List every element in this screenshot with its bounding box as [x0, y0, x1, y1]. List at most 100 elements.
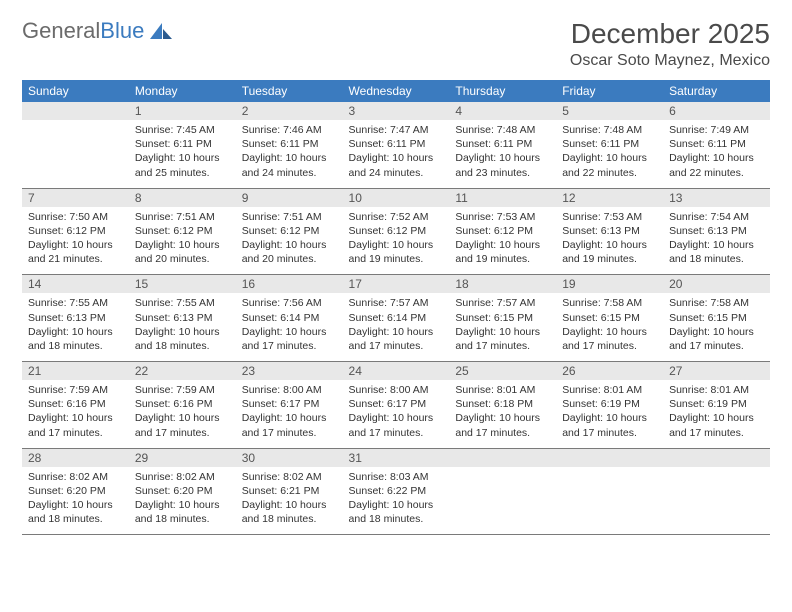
sunset-text: Sunset: 6:17 PM	[349, 397, 444, 411]
sunrise-text: Sunrise: 7:47 AM	[349, 123, 444, 137]
weekday-header: Thursday	[449, 80, 556, 102]
daylight-text: Daylight: 10 hours and 17 minutes.	[455, 411, 550, 439]
sunset-text: Sunset: 6:17 PM	[242, 397, 337, 411]
daylight-text: Daylight: 10 hours and 20 minutes.	[242, 238, 337, 266]
calendar-table: Sunday Monday Tuesday Wednesday Thursday…	[22, 80, 770, 535]
sunrise-text: Sunrise: 7:46 AM	[242, 123, 337, 137]
calendar-cell: 26Sunrise: 8:01 AMSunset: 6:19 PMDayligh…	[556, 362, 663, 449]
day-number: 6	[663, 102, 770, 120]
day-content: Sunrise: 7:58 AMSunset: 6:15 PMDaylight:…	[663, 293, 770, 361]
daylight-text: Daylight: 10 hours and 17 minutes.	[349, 411, 444, 439]
sunset-text: Sunset: 6:15 PM	[669, 311, 764, 325]
sunset-text: Sunset: 6:20 PM	[135, 484, 230, 498]
day-content-empty	[22, 120, 129, 178]
sunrise-text: Sunrise: 8:00 AM	[349, 383, 444, 397]
day-number: 28	[22, 449, 129, 467]
logo: GeneralBlue	[22, 18, 174, 44]
daylight-text: Daylight: 10 hours and 25 minutes.	[135, 151, 230, 179]
weekday-header: Wednesday	[343, 80, 450, 102]
day-content: Sunrise: 7:48 AMSunset: 6:11 PMDaylight:…	[556, 120, 663, 188]
calendar-cell: 13Sunrise: 7:54 AMSunset: 6:13 PMDayligh…	[663, 188, 770, 275]
header: GeneralBlue December 2025 Oscar Soto May…	[22, 18, 770, 70]
sunset-text: Sunset: 6:12 PM	[349, 224, 444, 238]
day-number-empty	[663, 449, 770, 467]
weekday-header: Sunday	[22, 80, 129, 102]
day-number: 2	[236, 102, 343, 120]
logo-sail-icon	[148, 21, 174, 41]
day-content: Sunrise: 7:55 AMSunset: 6:13 PMDaylight:…	[22, 293, 129, 361]
daylight-text: Daylight: 10 hours and 24 minutes.	[242, 151, 337, 179]
calendar-cell: 20Sunrise: 7:58 AMSunset: 6:15 PMDayligh…	[663, 275, 770, 362]
day-content-empty	[556, 467, 663, 525]
day-number: 13	[663, 189, 770, 207]
sunset-text: Sunset: 6:14 PM	[349, 311, 444, 325]
calendar-cell: 16Sunrise: 7:56 AMSunset: 6:14 PMDayligh…	[236, 275, 343, 362]
calendar-week-row: 21Sunrise: 7:59 AMSunset: 6:16 PMDayligh…	[22, 362, 770, 449]
calendar-cell: 9Sunrise: 7:51 AMSunset: 6:12 PMDaylight…	[236, 188, 343, 275]
daylight-text: Daylight: 10 hours and 21 minutes.	[28, 238, 123, 266]
day-content: Sunrise: 8:00 AMSunset: 6:17 PMDaylight:…	[236, 380, 343, 448]
sunrise-text: Sunrise: 7:57 AM	[455, 296, 550, 310]
weekday-header-row: Sunday Monday Tuesday Wednesday Thursday…	[22, 80, 770, 102]
day-number: 16	[236, 275, 343, 293]
day-number: 26	[556, 362, 663, 380]
day-content: Sunrise: 7:53 AMSunset: 6:12 PMDaylight:…	[449, 207, 556, 275]
calendar-cell: 8Sunrise: 7:51 AMSunset: 6:12 PMDaylight…	[129, 188, 236, 275]
sunset-text: Sunset: 6:11 PM	[349, 137, 444, 151]
daylight-text: Daylight: 10 hours and 17 minutes.	[242, 325, 337, 353]
daylight-text: Daylight: 10 hours and 18 minutes.	[135, 498, 230, 526]
title-block: December 2025 Oscar Soto Maynez, Mexico	[570, 18, 770, 70]
day-number: 22	[129, 362, 236, 380]
sunrise-text: Sunrise: 7:48 AM	[562, 123, 657, 137]
day-number: 3	[343, 102, 450, 120]
sunrise-text: Sunrise: 7:50 AM	[28, 210, 123, 224]
sunset-text: Sunset: 6:11 PM	[669, 137, 764, 151]
daylight-text: Daylight: 10 hours and 18 minutes.	[28, 325, 123, 353]
sunrise-text: Sunrise: 7:58 AM	[669, 296, 764, 310]
sunset-text: Sunset: 6:21 PM	[242, 484, 337, 498]
day-number: 5	[556, 102, 663, 120]
sunset-text: Sunset: 6:11 PM	[562, 137, 657, 151]
calendar-cell	[22, 102, 129, 188]
sunset-text: Sunset: 6:16 PM	[28, 397, 123, 411]
sunrise-text: Sunrise: 7:53 AM	[455, 210, 550, 224]
day-number: 30	[236, 449, 343, 467]
sunset-text: Sunset: 6:13 PM	[562, 224, 657, 238]
calendar-body: 1Sunrise: 7:45 AMSunset: 6:11 PMDaylight…	[22, 102, 770, 535]
day-number: 17	[343, 275, 450, 293]
sunset-text: Sunset: 6:11 PM	[135, 137, 230, 151]
calendar-cell: 24Sunrise: 8:00 AMSunset: 6:17 PMDayligh…	[343, 362, 450, 449]
daylight-text: Daylight: 10 hours and 24 minutes.	[349, 151, 444, 179]
day-number: 25	[449, 362, 556, 380]
sunrise-text: Sunrise: 7:53 AM	[562, 210, 657, 224]
calendar-cell: 7Sunrise: 7:50 AMSunset: 6:12 PMDaylight…	[22, 188, 129, 275]
day-number: 8	[129, 189, 236, 207]
sunrise-text: Sunrise: 7:57 AM	[349, 296, 444, 310]
day-content: Sunrise: 7:58 AMSunset: 6:15 PMDaylight:…	[556, 293, 663, 361]
calendar-cell: 21Sunrise: 7:59 AMSunset: 6:16 PMDayligh…	[22, 362, 129, 449]
sunset-text: Sunset: 6:11 PM	[242, 137, 337, 151]
day-content: Sunrise: 7:55 AMSunset: 6:13 PMDaylight:…	[129, 293, 236, 361]
daylight-text: Daylight: 10 hours and 17 minutes.	[669, 411, 764, 439]
day-content: Sunrise: 7:50 AMSunset: 6:12 PMDaylight:…	[22, 207, 129, 275]
day-number: 31	[343, 449, 450, 467]
daylight-text: Daylight: 10 hours and 18 minutes.	[28, 498, 123, 526]
daylight-text: Daylight: 10 hours and 19 minutes.	[455, 238, 550, 266]
sunset-text: Sunset: 6:19 PM	[562, 397, 657, 411]
weekday-header: Friday	[556, 80, 663, 102]
sunset-text: Sunset: 6:14 PM	[242, 311, 337, 325]
logo-text: GeneralBlue	[22, 18, 144, 44]
sunrise-text: Sunrise: 7:54 AM	[669, 210, 764, 224]
day-content: Sunrise: 7:54 AMSunset: 6:13 PMDaylight:…	[663, 207, 770, 275]
sunset-text: Sunset: 6:11 PM	[455, 137, 550, 151]
calendar-cell: 18Sunrise: 7:57 AMSunset: 6:15 PMDayligh…	[449, 275, 556, 362]
sunrise-text: Sunrise: 8:01 AM	[562, 383, 657, 397]
calendar-cell: 30Sunrise: 8:02 AMSunset: 6:21 PMDayligh…	[236, 448, 343, 535]
sunset-text: Sunset: 6:13 PM	[135, 311, 230, 325]
sunrise-text: Sunrise: 8:02 AM	[28, 470, 123, 484]
weekday-header: Saturday	[663, 80, 770, 102]
day-content: Sunrise: 8:00 AMSunset: 6:17 PMDaylight:…	[343, 380, 450, 448]
calendar-cell: 23Sunrise: 8:00 AMSunset: 6:17 PMDayligh…	[236, 362, 343, 449]
sunrise-text: Sunrise: 7:51 AM	[242, 210, 337, 224]
day-number: 27	[663, 362, 770, 380]
